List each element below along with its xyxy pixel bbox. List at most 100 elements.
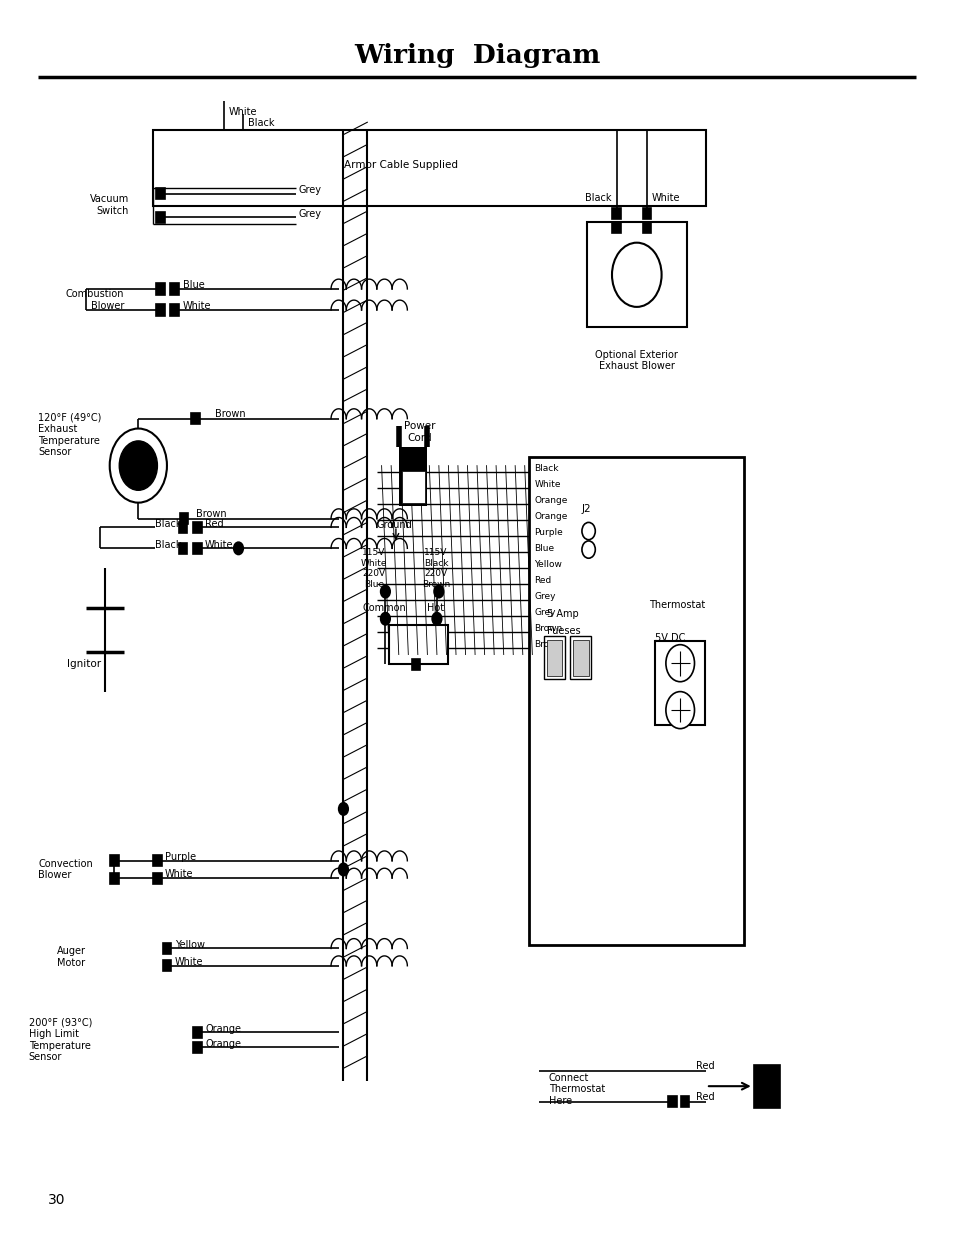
Text: Optional Exterior
Exhaust Blower: Optional Exterior Exhaust Blower	[595, 350, 678, 370]
Text: Brown: Brown	[214, 409, 245, 419]
Text: Brown: Brown	[534, 624, 562, 634]
Bar	[179, 514, 189, 524]
Bar	[641, 222, 650, 232]
Text: Blue: Blue	[534, 543, 554, 553]
Text: 200°F (93°C)
High Limit
Temperature
Sensor: 200°F (93°C) High Limit Temperature Sens…	[29, 1018, 91, 1062]
Text: Black: Black	[534, 463, 558, 473]
Text: Grey: Grey	[534, 608, 556, 618]
Text: Power
Cord: Power Cord	[403, 421, 436, 443]
Bar	[612, 222, 620, 232]
Bar	[753, 1065, 780, 1108]
Text: White: White	[651, 193, 679, 203]
Text: Grey: Grey	[534, 592, 556, 601]
Bar	[152, 855, 162, 867]
Bar	[170, 283, 178, 294]
Text: Orange: Orange	[205, 1024, 241, 1034]
Text: Black: Black	[585, 193, 611, 203]
Text: Ignitor: Ignitor	[67, 659, 101, 669]
Text: Red: Red	[534, 576, 551, 585]
Bar	[412, 659, 419, 669]
Text: Vacuum
Switch: Vacuum Switch	[90, 194, 129, 216]
Text: Purple: Purple	[165, 852, 196, 862]
Text: Auger
Motor: Auger Motor	[57, 946, 86, 968]
Text: White: White	[174, 957, 203, 967]
Bar	[667, 1097, 677, 1107]
Bar	[641, 207, 650, 220]
Text: 30: 30	[48, 1193, 65, 1208]
Bar	[573, 640, 588, 676]
Bar	[111, 872, 118, 884]
Bar	[156, 304, 165, 315]
Text: Yellow: Yellow	[174, 940, 204, 950]
Text: Black: Black	[248, 119, 274, 128]
Text: Black: Black	[154, 519, 181, 529]
Text: 5V DC: 5V DC	[655, 634, 685, 643]
Circle shape	[119, 441, 157, 490]
Circle shape	[233, 542, 243, 555]
Text: Purple: Purple	[534, 527, 562, 537]
Bar	[178, 522, 187, 534]
Bar	[193, 1042, 202, 1052]
Bar	[178, 543, 187, 553]
Text: Red: Red	[205, 519, 224, 529]
Circle shape	[380, 613, 390, 625]
Text: White: White	[229, 107, 257, 117]
Text: Brown: Brown	[195, 509, 226, 519]
Circle shape	[581, 541, 595, 558]
Text: 115V
Black
220V
Brown: 115V Black 220V Brown	[421, 548, 450, 589]
Bar	[193, 543, 202, 553]
Bar	[655, 641, 704, 725]
Bar	[170, 304, 178, 315]
Bar	[680, 1097, 688, 1107]
Circle shape	[665, 692, 694, 729]
Circle shape	[338, 863, 348, 876]
Text: Orange: Orange	[205, 1039, 241, 1049]
Bar	[398, 447, 427, 506]
Text: Thermostat: Thermostat	[649, 600, 704, 610]
Text: Fueses: Fueses	[546, 626, 579, 636]
Bar	[570, 636, 591, 679]
Text: White: White	[205, 540, 233, 550]
Text: Combustion
Blower: Combustion Blower	[66, 289, 124, 311]
Text: 5 Amp: 5 Amp	[546, 609, 578, 619]
Circle shape	[581, 522, 595, 540]
Text: Armor Cable Supplied: Armor Cable Supplied	[343, 161, 457, 170]
Text: Orange: Orange	[534, 495, 567, 505]
Text: Wiring  Diagram: Wiring Diagram	[354, 43, 599, 68]
Text: White: White	[183, 301, 212, 311]
Bar	[152, 872, 162, 884]
Text: J2: J2	[581, 504, 591, 514]
Text: White: White	[534, 479, 560, 489]
Bar	[586, 222, 686, 327]
Text: Grey: Grey	[298, 209, 321, 219]
Bar	[389, 625, 448, 664]
Text: 115V
White
220V
Blue: 115V White 220V Blue	[360, 548, 387, 589]
Text: Common: Common	[362, 603, 406, 613]
Bar	[543, 636, 564, 679]
Bar	[529, 457, 743, 945]
Text: Hot: Hot	[427, 603, 444, 613]
Bar	[193, 1028, 202, 1037]
Text: White: White	[165, 869, 193, 879]
Circle shape	[110, 429, 167, 503]
Text: Brown: Brown	[534, 640, 562, 650]
Text: Ground: Ground	[376, 520, 412, 530]
Circle shape	[338, 803, 348, 815]
Bar	[191, 412, 200, 424]
Bar	[156, 283, 165, 294]
Bar	[401, 471, 424, 503]
Bar	[162, 944, 171, 953]
Text: Red: Red	[696, 1092, 715, 1102]
Circle shape	[434, 585, 443, 598]
Text: Orange: Orange	[534, 511, 567, 521]
Bar	[612, 207, 620, 220]
Text: Grey: Grey	[298, 185, 321, 195]
Text: Blue: Blue	[183, 280, 205, 290]
Circle shape	[380, 585, 390, 598]
Bar	[162, 961, 171, 971]
Text: Connect
Thermostat
Here: Connect Thermostat Here	[548, 1073, 604, 1105]
Circle shape	[432, 613, 441, 625]
Circle shape	[612, 242, 661, 308]
Text: Red: Red	[696, 1061, 715, 1071]
Text: Convection
Blower: Convection Blower	[38, 858, 92, 881]
